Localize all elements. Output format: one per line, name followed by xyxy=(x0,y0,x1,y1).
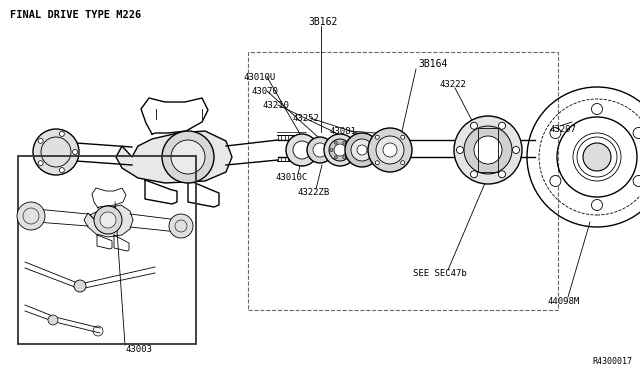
Text: 43252: 43252 xyxy=(293,113,320,122)
Circle shape xyxy=(343,156,346,159)
Circle shape xyxy=(345,133,379,167)
Bar xyxy=(248,52,558,310)
Text: FINAL DRIVE TYPE M226: FINAL DRIVE TYPE M226 xyxy=(10,10,141,20)
Text: 43010C: 43010C xyxy=(276,173,308,182)
Circle shape xyxy=(470,171,477,178)
Text: 3B162: 3B162 xyxy=(308,17,337,27)
Circle shape xyxy=(464,126,512,174)
Circle shape xyxy=(454,116,522,184)
Circle shape xyxy=(376,136,404,164)
Circle shape xyxy=(48,315,58,325)
Circle shape xyxy=(162,131,214,183)
Circle shape xyxy=(33,129,79,175)
Circle shape xyxy=(334,156,337,159)
Circle shape xyxy=(60,167,65,173)
Circle shape xyxy=(499,171,506,178)
Circle shape xyxy=(474,136,502,164)
Text: R4300017: R4300017 xyxy=(592,357,632,366)
Circle shape xyxy=(357,145,367,155)
Circle shape xyxy=(94,206,122,234)
Circle shape xyxy=(293,141,311,159)
Circle shape xyxy=(550,128,561,138)
Circle shape xyxy=(513,147,520,154)
Circle shape xyxy=(375,161,380,165)
Circle shape xyxy=(100,212,116,228)
Text: SEE SEC47b: SEE SEC47b xyxy=(413,269,467,279)
Circle shape xyxy=(74,280,86,292)
Text: 43070: 43070 xyxy=(252,87,279,96)
Circle shape xyxy=(633,176,640,186)
Circle shape xyxy=(401,135,404,139)
Circle shape xyxy=(401,161,404,165)
Circle shape xyxy=(456,147,463,154)
Circle shape xyxy=(72,150,77,154)
Circle shape xyxy=(343,141,346,144)
Circle shape xyxy=(583,143,611,171)
Text: 3B164: 3B164 xyxy=(418,59,447,69)
Circle shape xyxy=(307,137,333,163)
Circle shape xyxy=(499,122,506,129)
Circle shape xyxy=(38,161,43,166)
Bar xyxy=(18,156,196,344)
Circle shape xyxy=(368,128,412,172)
Text: 4322ZB: 4322ZB xyxy=(298,187,330,196)
Circle shape xyxy=(334,141,337,144)
Text: 43010U: 43010U xyxy=(243,73,275,81)
Polygon shape xyxy=(84,205,133,237)
Text: 43003: 43003 xyxy=(125,346,152,355)
Circle shape xyxy=(313,143,327,157)
Circle shape xyxy=(60,131,65,137)
Circle shape xyxy=(351,139,373,161)
Circle shape xyxy=(329,139,351,161)
Circle shape xyxy=(591,103,602,115)
Circle shape xyxy=(470,122,477,129)
Polygon shape xyxy=(116,131,232,183)
Text: 43222: 43222 xyxy=(440,80,467,89)
Bar xyxy=(478,128,498,172)
Circle shape xyxy=(633,128,640,138)
Circle shape xyxy=(169,214,193,238)
Text: 44098M: 44098M xyxy=(548,298,580,307)
Circle shape xyxy=(347,148,350,151)
Text: 43207: 43207 xyxy=(550,125,577,134)
Circle shape xyxy=(38,138,43,143)
Circle shape xyxy=(591,199,602,211)
Circle shape xyxy=(550,176,561,186)
Circle shape xyxy=(171,140,205,174)
Circle shape xyxy=(324,134,356,166)
Text: 43210: 43210 xyxy=(263,100,290,109)
Circle shape xyxy=(286,134,318,166)
Circle shape xyxy=(330,148,333,151)
Circle shape xyxy=(334,144,346,156)
Text: 43081: 43081 xyxy=(330,126,357,135)
Circle shape xyxy=(383,143,397,157)
Circle shape xyxy=(375,135,380,139)
Circle shape xyxy=(17,202,45,230)
